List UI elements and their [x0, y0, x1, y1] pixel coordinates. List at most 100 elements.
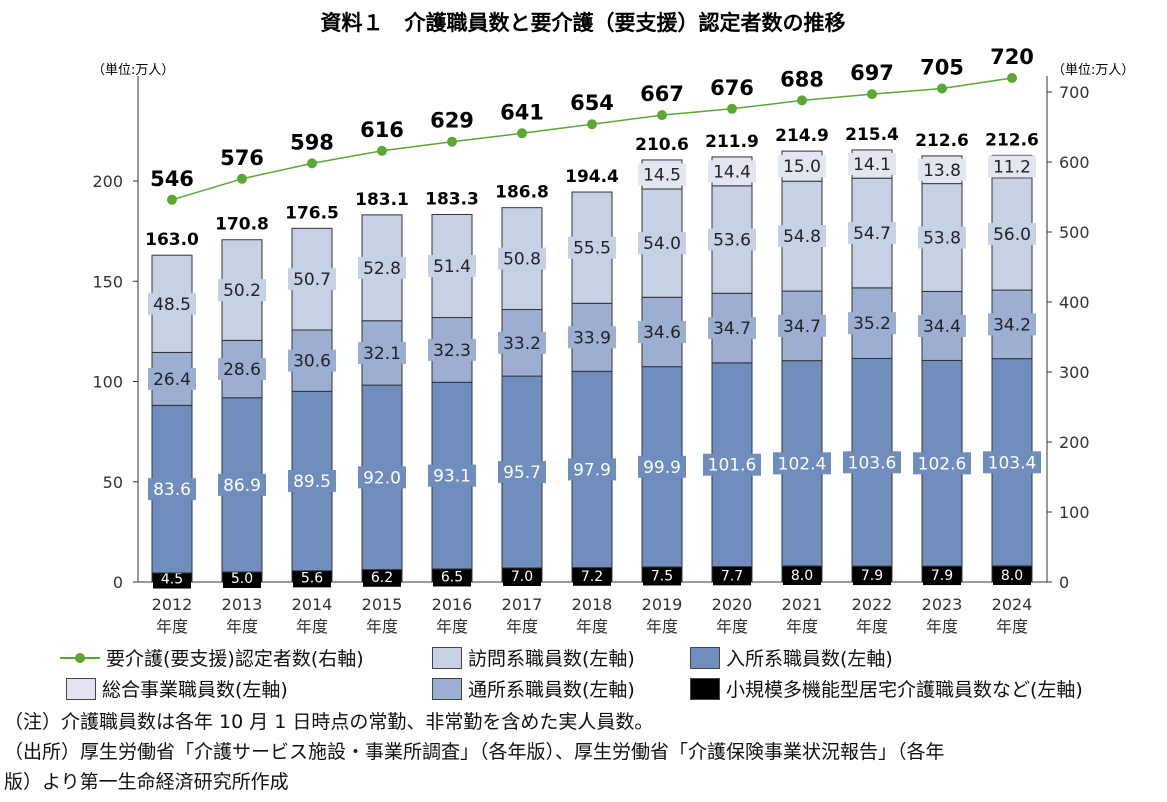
x-tick-label: 2015: [362, 595, 403, 614]
bar-value-label: 7.0: [511, 569, 533, 585]
bar-label-bg: [848, 222, 896, 245]
bar-label-bg: [783, 562, 821, 585]
x-tick-suffix: 年度: [786, 617, 818, 636]
line-value-label: 641: [500, 100, 544, 124]
x-tick-label: 2022: [852, 595, 893, 614]
x-tick-label: 2017: [502, 595, 543, 614]
line-point: [1007, 73, 1017, 83]
left-axis-unit: （単位:万人）: [92, 62, 174, 78]
bar-label-bg: [638, 455, 686, 478]
bar-label-bg: [988, 222, 1036, 245]
line-point: [377, 145, 387, 156]
x-tick-suffix: 年度: [226, 617, 258, 636]
bar-label-bg: [498, 331, 546, 354]
legend-nyusho: 入所系職員数(左軸): [690, 644, 893, 671]
bar-label-bg: [148, 367, 196, 390]
line-value-label: 667: [640, 82, 684, 106]
bar-label-bg: [713, 563, 751, 586]
bar-value-label: 50.7: [293, 270, 331, 290]
bar-label-bg: [358, 256, 406, 279]
bar-value-label: 4.5: [161, 571, 183, 587]
bar-label-bg: [918, 314, 966, 337]
bar-label-bg: [703, 453, 761, 476]
bar-label-bg: [498, 461, 546, 484]
bar-label-bg: [358, 341, 406, 364]
x-tick-suffix: 年度: [366, 617, 398, 636]
legend-line-swatch: [60, 648, 100, 668]
line-value-label: 688: [780, 67, 824, 91]
x-tick-label: 2012: [152, 595, 193, 614]
right-tick-label: 600: [1059, 153, 1090, 172]
x-tick-suffix: 年度: [296, 617, 328, 636]
bar-label-bg: [433, 564, 471, 587]
legend-label: 入所系職員数(左軸): [726, 648, 893, 670]
line-point: [587, 119, 597, 130]
bar-label-bg: [428, 464, 476, 487]
bar-label-bg: [643, 563, 681, 586]
bar-value-label: 6.5: [441, 569, 463, 585]
line-point: [937, 83, 947, 94]
bar-label-bg: [778, 155, 826, 178]
bar-total-label: 176.5: [285, 203, 339, 223]
bar-label-bg: [288, 470, 336, 493]
x-tick-suffix: 年度: [716, 617, 748, 636]
bar-label-bg: [638, 232, 686, 255]
bar-value-label: 54.8: [783, 227, 821, 247]
bar-value-label: 33.2: [503, 334, 541, 354]
legend-swatch: [432, 646, 462, 669]
x-tick-label: 2013: [222, 595, 263, 614]
x-tick-label: 2020: [712, 595, 753, 614]
line-point: [867, 89, 877, 100]
bar-value-label: 7.7: [721, 568, 743, 584]
bar-value-label: 33.9: [573, 328, 611, 348]
bar-value-label: 8.0: [1001, 568, 1023, 584]
bar-total-label: 214.9: [775, 126, 829, 146]
chart-title: 資料１ 介護職員数と要介護（要支援）認定者数の推移: [321, 11, 846, 35]
left-tick-label: 100: [92, 373, 123, 392]
bar-value-label: 8.0: [791, 568, 813, 584]
bar-value-label: 5.6: [301, 570, 323, 586]
bar-value-label: 26.4: [153, 370, 191, 390]
legend-label: 要介護(要支援)認定者数(右軸): [106, 648, 364, 670]
bar-label-bg: [498, 247, 546, 270]
bar-label-bg: [503, 563, 541, 586]
bar-value-label: 89.5: [293, 472, 331, 492]
bar-label-bg: [638, 320, 686, 343]
bar-label-bg: [773, 452, 831, 475]
bar-label-bg: [993, 562, 1031, 585]
bar-value-label: 35.2: [853, 314, 891, 334]
legend-line: 要介護(要支援)認定者数(右軸): [60, 644, 364, 671]
line-value-label: 546: [150, 167, 194, 191]
bar-value-label: 34.4: [923, 317, 961, 337]
bar-total-label: 186.8: [495, 183, 549, 203]
bar-total-label: 211.9: [705, 132, 759, 152]
bar-label-bg: [428, 255, 476, 278]
bar-value-label: 5.0: [231, 571, 253, 587]
bar-value-label: 34.7: [713, 319, 751, 339]
bar-value-label: 7.5: [651, 568, 673, 584]
bar-value-label: 50.8: [503, 250, 541, 270]
bar-label-bg: [148, 478, 196, 501]
x-tick-label: 2014: [292, 595, 333, 614]
x-tick-label: 2023: [922, 595, 963, 614]
bar-total-label: 212.6: [915, 131, 969, 151]
bar-value-label: 30.6: [293, 352, 331, 372]
line-point: [517, 128, 527, 139]
left-tick-label: 50: [103, 473, 123, 492]
bar-value-label: 48.5: [153, 295, 191, 315]
x-tick-suffix: 年度: [856, 617, 888, 636]
bar-label-bg: [988, 313, 1036, 336]
line-value-label: 616: [360, 118, 404, 142]
legend-label: 通所系職員数(左軸): [468, 679, 635, 701]
bar-value-label: 34.6: [643, 323, 681, 343]
bar-value-label: 56.0: [993, 225, 1031, 245]
line-point: [307, 158, 317, 169]
bar-total-label: 170.8: [215, 215, 269, 235]
x-tick-label: 2021: [782, 595, 823, 614]
x-tick-label: 2024: [992, 595, 1033, 614]
bar-value-label: 103.4: [988, 453, 1037, 473]
bar-value-label: 32.1: [363, 344, 401, 364]
bar-value-label: 83.6: [153, 480, 191, 500]
line-point: [447, 136, 457, 147]
